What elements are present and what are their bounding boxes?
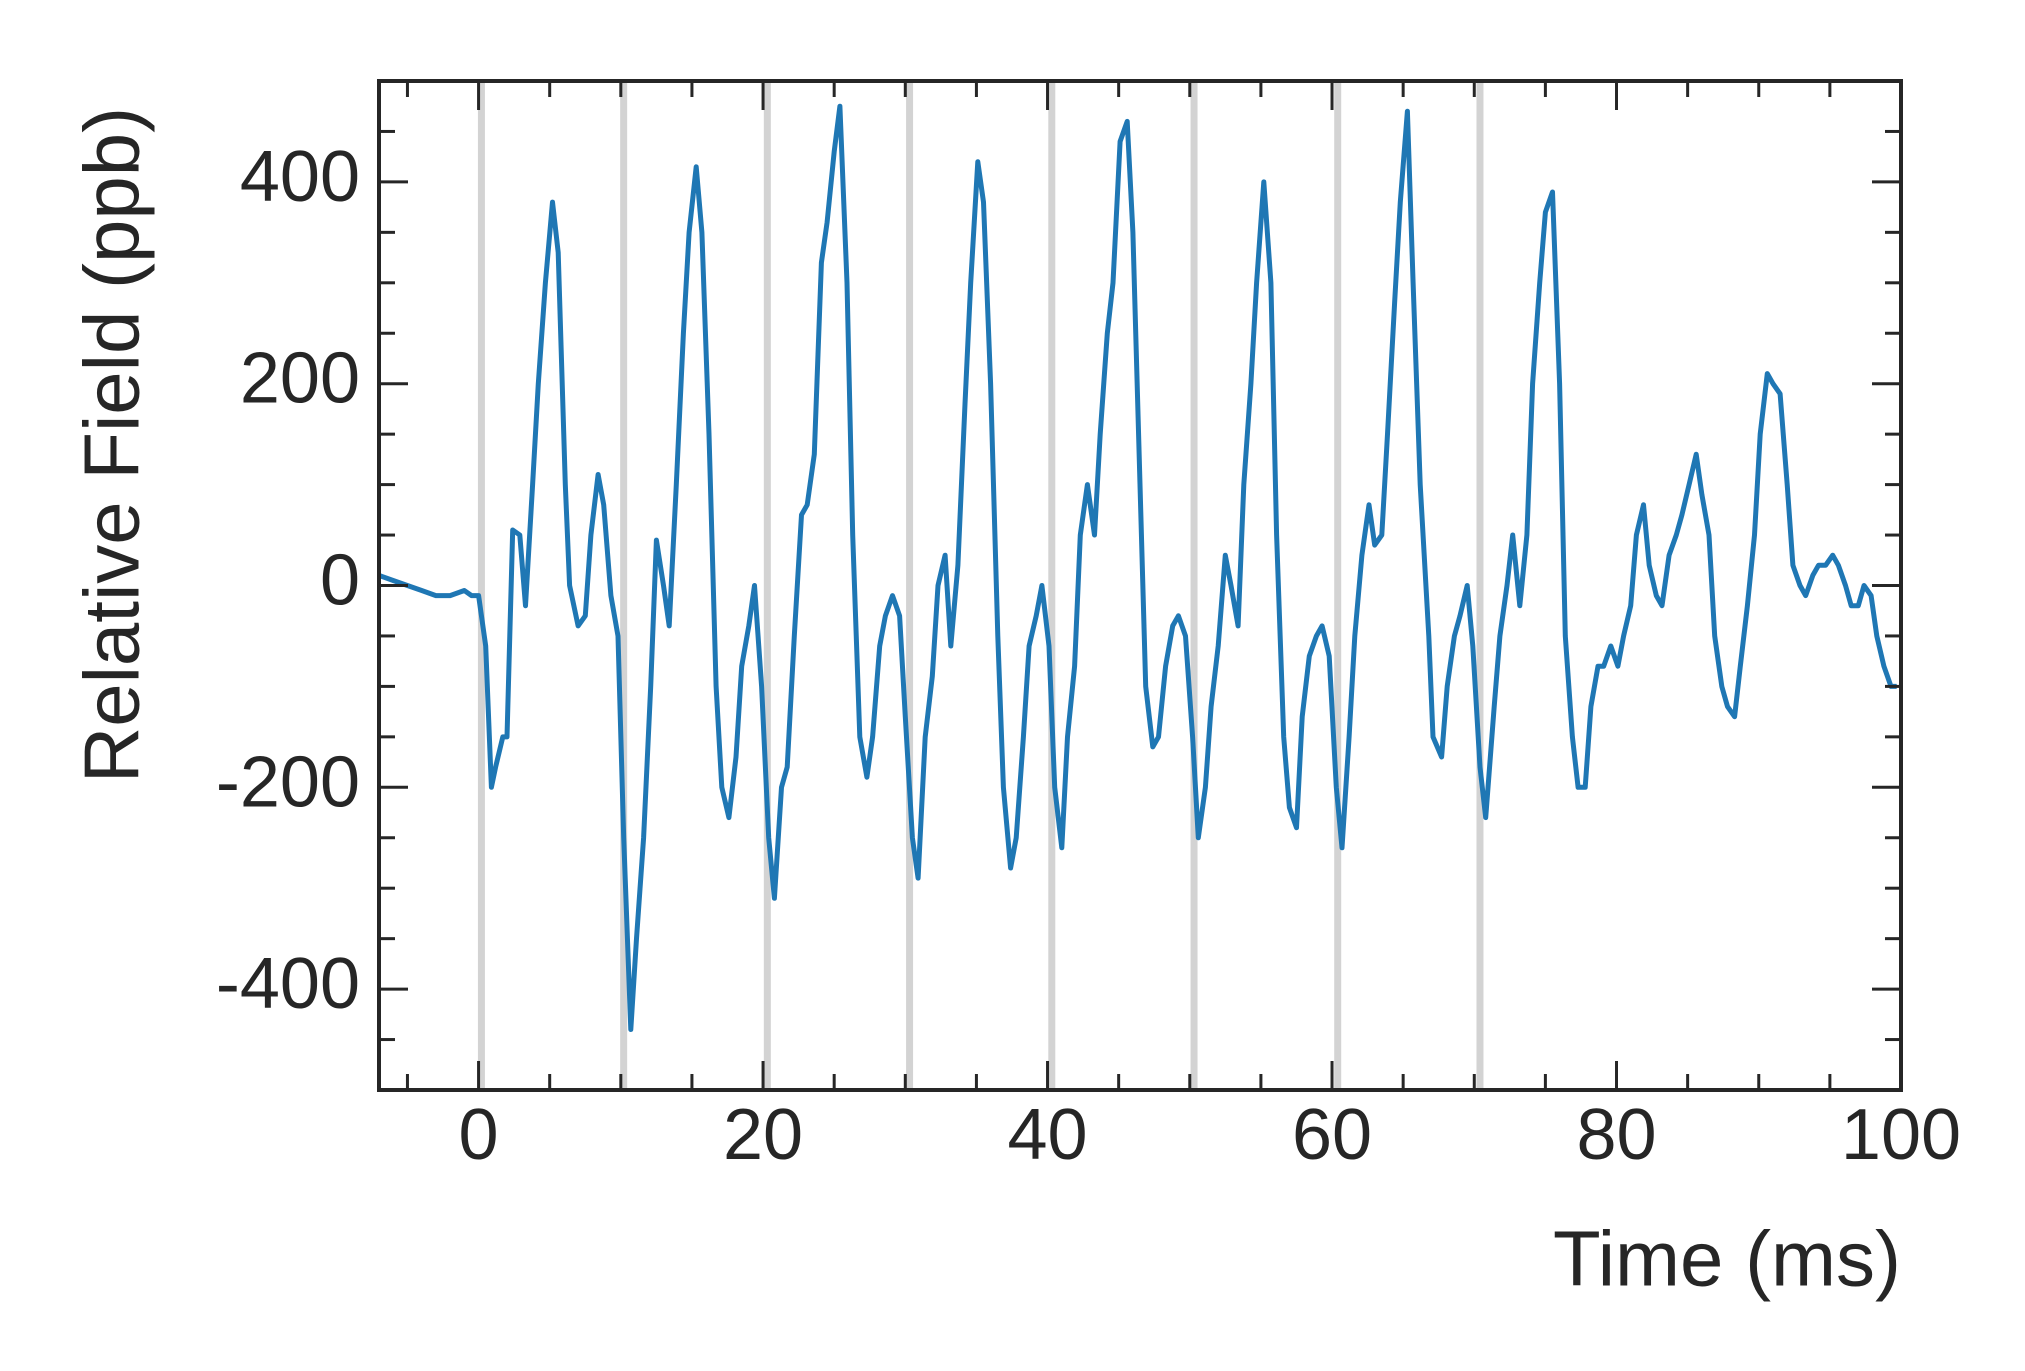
x-tick-label: 80 bbox=[1576, 1095, 1656, 1175]
data-line bbox=[378, 103, 1897, 1032]
y-tick-label: 0 bbox=[320, 541, 360, 621]
plot-frame bbox=[377, 79, 1903, 1092]
y-axis-label: Relative Field (ppb) bbox=[68, 107, 156, 783]
y-tick-label: 400 bbox=[240, 137, 360, 217]
x-tick-label: 100 bbox=[1841, 1095, 1961, 1175]
x-axis-label: Time (ms) bbox=[1553, 1215, 1901, 1303]
x-tick-label: 40 bbox=[1007, 1095, 1087, 1175]
y-tick-label: -200 bbox=[216, 742, 360, 822]
y-tick-label: -400 bbox=[216, 944, 360, 1024]
x-tick-label: 20 bbox=[723, 1095, 803, 1175]
x-tick-label: 0 bbox=[459, 1095, 499, 1175]
y-tick-label: 200 bbox=[240, 339, 360, 419]
x-tick-label: 60 bbox=[1292, 1095, 1372, 1175]
